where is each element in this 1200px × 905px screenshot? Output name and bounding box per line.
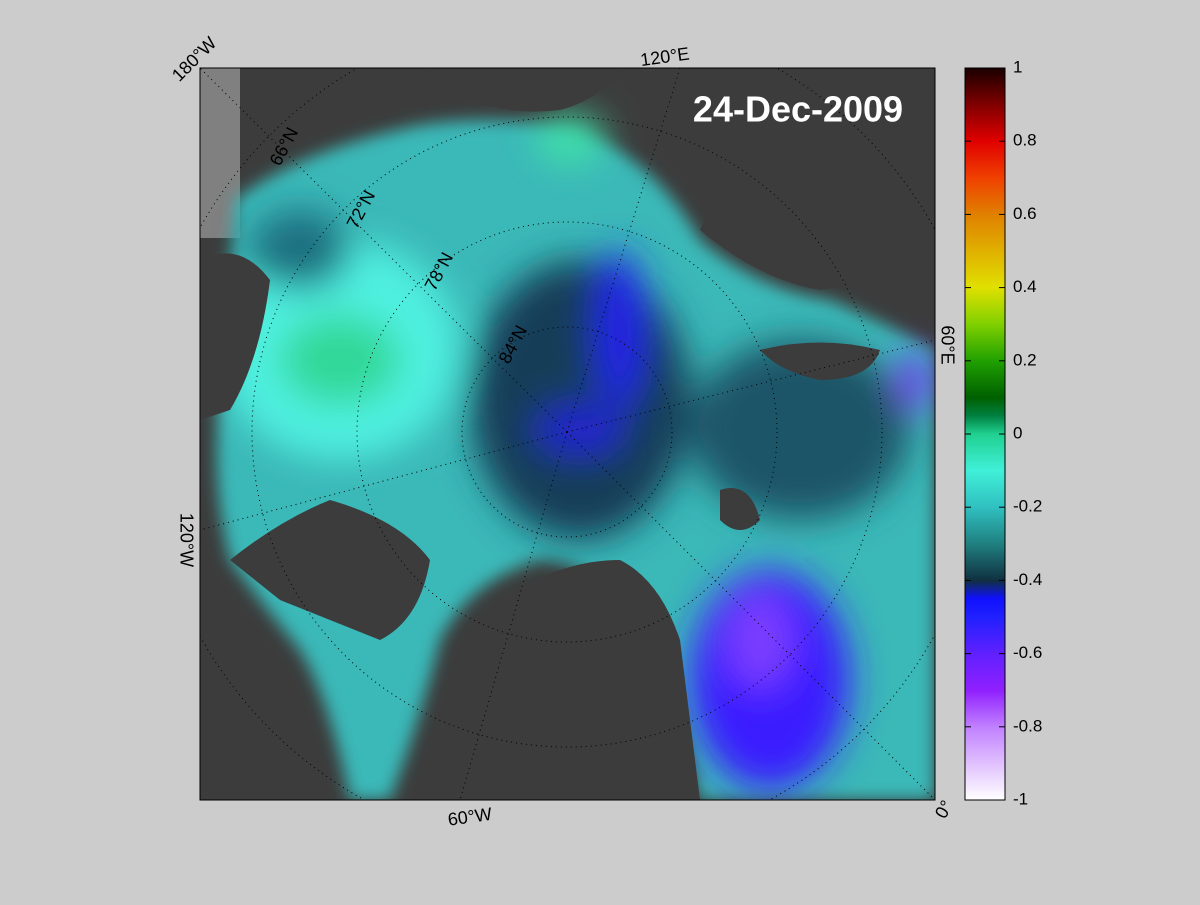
graticule [200, 68, 935, 800]
longitude-label: 120°W [176, 513, 196, 567]
alaska [200, 253, 270, 420]
anomaly [535, 405, 625, 455]
map [200, 68, 935, 800]
novaya-zemlya [760, 342, 880, 380]
colorbar-tick-label: 0 [1013, 423, 1022, 442]
land-masses [200, 68, 935, 800]
parallel [251, 116, 883, 748]
parallel [461, 326, 673, 538]
anomaly [595, 250, 645, 410]
anomaly [690, 340, 910, 520]
colorbar-tick-label: -0.6 [1013, 643, 1042, 662]
longitude-label: 60°E [937, 325, 957, 364]
colorbar [964, 67, 1006, 801]
anomaly [725, 590, 795, 690]
anomaly-field [220, 115, 929, 790]
colorbar-tick-label: 0.8 [1013, 131, 1037, 150]
date-label: 24-Dec-2009 [693, 89, 903, 130]
colorbar-tick-label: 0.6 [1013, 204, 1037, 223]
colorbar-tick-label: 0.2 [1013, 350, 1037, 369]
meridian [566, 431, 935, 800]
map-frame [199, 67, 936, 801]
longitude-label: 120°E [639, 43, 691, 70]
colorbar-tick-label: -1 [1013, 789, 1028, 808]
colorbar-tick-label: 0.4 [1013, 277, 1037, 296]
parallel [356, 221, 778, 643]
colorbar-tick-label: -0.8 [1013, 716, 1042, 735]
colorbar-tick-label: -0.2 [1013, 497, 1042, 516]
colorbar-tick-label: -0.4 [1013, 570, 1042, 589]
anomaly [901, 350, 929, 410]
svalbard [720, 488, 760, 530]
siberia [700, 165, 935, 290]
anomaly [535, 115, 605, 165]
coast [420, 68, 620, 112]
greenland [468, 560, 700, 800]
longitude-label: 60°W [447, 804, 494, 830]
longitude-label: 0° [931, 797, 957, 822]
anomaly [470, 260, 690, 540]
meridian [200, 68, 568, 433]
colorbar-tick-label: 1 [1013, 57, 1022, 76]
anomaly [250, 210, 350, 290]
anomaly [280, 315, 400, 405]
ice-shelf [200, 68, 240, 238]
archipelago [230, 500, 430, 640]
meridian [566, 68, 681, 433]
